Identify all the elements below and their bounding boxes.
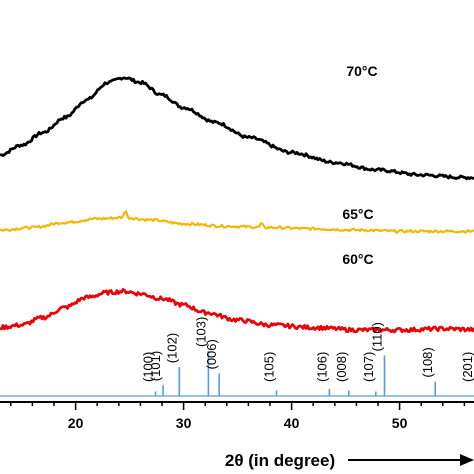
reference-pattern: (100)(101)(102) (103)(006) (105) (106) (008)… xyxy=(0,317,474,397)
peak-label: (107) xyxy=(361,352,376,382)
x-axis-arrow-head xyxy=(460,454,474,466)
peak-label: (105) xyxy=(262,352,277,382)
x-tick-label: 30 xyxy=(176,415,192,431)
series-line xyxy=(0,210,474,234)
x-axis-ticks: 2030405060 xyxy=(10,402,466,431)
peak-label: (102) xyxy=(164,333,179,363)
series-line xyxy=(0,76,474,181)
x-axis-title: 2θ (in degree) xyxy=(225,451,335,470)
series-1: 65°C xyxy=(0,206,474,234)
series-layer: 70°C 65°C 60°C xyxy=(0,63,474,334)
peak-label: (106) xyxy=(314,352,329,382)
series-label: 65°C xyxy=(342,206,373,222)
peak-label: (202) xyxy=(471,352,474,382)
peak-label: (008) xyxy=(334,352,349,382)
series-line xyxy=(0,288,474,334)
peak-label: (100) xyxy=(141,352,156,382)
x-axis: 2030405060 2θ (in degree) xyxy=(0,401,474,470)
peak-label: (006) xyxy=(204,339,219,369)
series-label: 70°C xyxy=(346,63,377,79)
series-label: 60°C xyxy=(342,251,373,267)
peak-label: (103) xyxy=(193,317,208,347)
peak-label: (201) xyxy=(460,352,474,382)
peak-label: (110) xyxy=(370,322,385,351)
x-tick-label: 50 xyxy=(392,415,408,431)
x-tick-label: 20 xyxy=(68,415,84,431)
series-2: 60°C xyxy=(0,251,474,334)
series-0: 70°C xyxy=(0,63,474,181)
peak-label: (108) xyxy=(420,347,435,377)
peak-label: (101) xyxy=(148,351,163,381)
x-tick-label: 40 xyxy=(284,415,300,431)
